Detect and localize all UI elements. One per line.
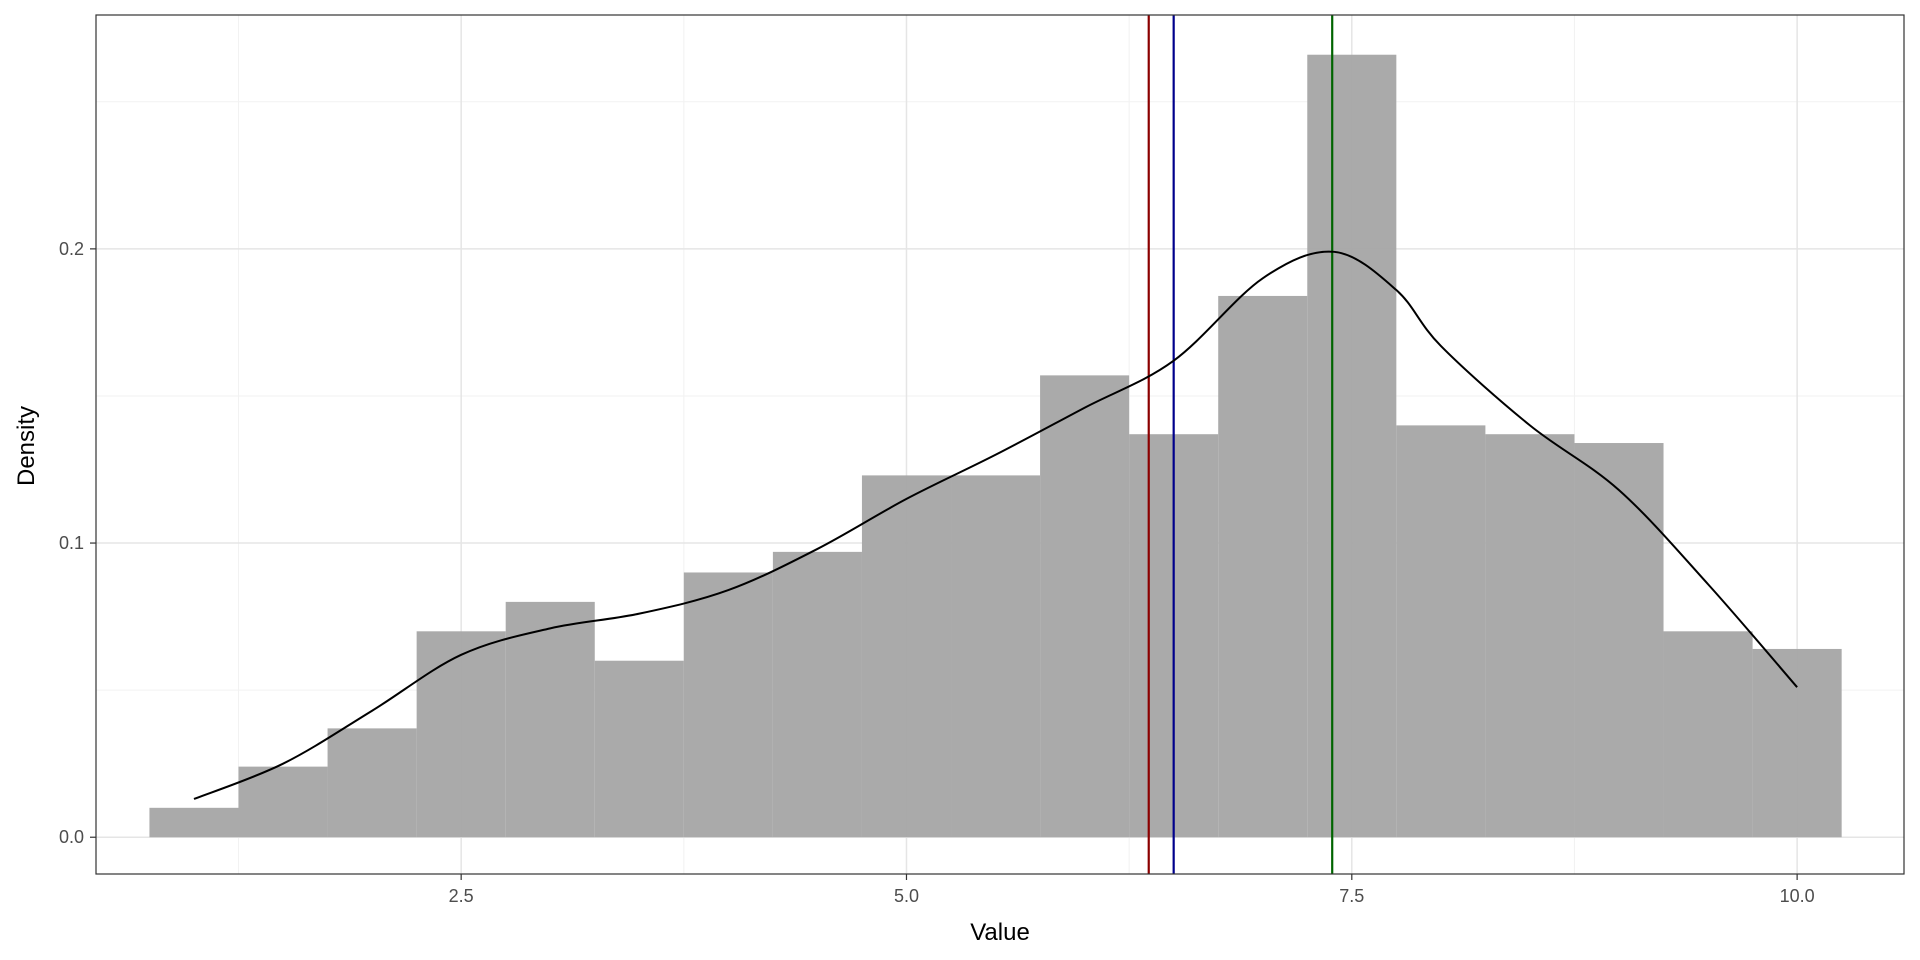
histogram-bar: [1574, 443, 1664, 838]
histogram-bar: [772, 551, 862, 838]
panel-border: [95, 14, 1905, 875]
y-axis-ticks: 0.0 0.1 0.2: [59, 239, 96, 847]
y-axis-title: Density: [13, 406, 40, 486]
histogram-bar: [1396, 425, 1486, 838]
x-tick-label: 7.5: [1339, 886, 1364, 906]
histogram-bar: [594, 660, 684, 838]
histogram-bar: [1040, 375, 1130, 838]
histogram-bar: [149, 807, 239, 838]
density-curve: [193, 250, 1798, 800]
histogram-bars: [149, 54, 1842, 838]
histogram-bar: [861, 475, 952, 838]
histogram-bar: [1218, 295, 1308, 838]
x-tick-label: 5.0: [894, 886, 919, 906]
x-tick-label: 10.0: [1780, 886, 1815, 906]
x-tick-label: 2.5: [449, 886, 474, 906]
histogram-bar: [1752, 648, 1842, 838]
histogram-bar: [327, 728, 417, 838]
histogram-bar: [238, 766, 328, 838]
x-axis-ticks: 2.5 5.0 7.5 10.0: [449, 874, 1815, 906]
histogram-bar: [1307, 54, 1397, 838]
histogram-bar: [505, 601, 595, 838]
y-tick-label: 0.2: [59, 239, 84, 259]
histogram-bar: [683, 572, 773, 838]
histogram-bar: [416, 631, 506, 838]
reference-lines: [1147, 15, 1334, 874]
histogram-bar: [1485, 434, 1575, 838]
histogram-bar: [951, 475, 1041, 838]
y-tick-label: 0.1: [59, 533, 84, 553]
y-tick-label: 0.0: [59, 827, 84, 847]
histogram-bar: [1663, 631, 1753, 838]
x-axis-title: Value: [970, 919, 1030, 946]
